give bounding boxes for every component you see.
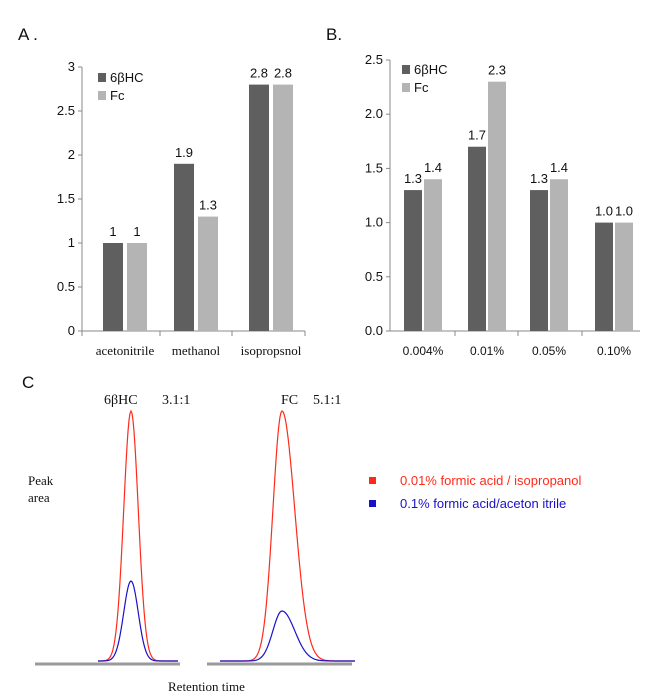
data-label: 1 bbox=[133, 224, 140, 239]
chart-c-peak-2-ratio: 5.1:1 bbox=[313, 393, 341, 408]
data-label: 2.3 bbox=[488, 63, 506, 78]
chart-c-legend-swatch-red bbox=[369, 477, 376, 484]
chart-b-categories: 0.004% 0.01% 0.05% 0.10% bbox=[403, 344, 632, 358]
data-label: 1.7 bbox=[468, 128, 486, 143]
chart-a-y-ticks: 0 0.5 1 1.5 2 2.5 3 bbox=[57, 59, 82, 338]
chart-c-legend-label-red: 0.01% formic acid / isopropanol bbox=[400, 473, 581, 488]
category-label: acetonitrile bbox=[96, 343, 155, 358]
data-label: 1.3 bbox=[404, 171, 422, 186]
category-label: 0.01% bbox=[470, 344, 504, 358]
chart-a-data-labels: 1 1 1.9 1.3 2.8 2.8 bbox=[109, 66, 292, 239]
chart-a-categories: acetonitrile methanol isopropsnol bbox=[96, 343, 302, 358]
legend-label: Fc bbox=[110, 88, 125, 103]
y-tick-label: 2.0 bbox=[365, 106, 383, 121]
panel-label-c: C bbox=[22, 373, 34, 392]
y-tick-label: 0.5 bbox=[57, 279, 75, 294]
panel-label-b: B. bbox=[326, 25, 342, 44]
category-label: methanol bbox=[172, 343, 221, 358]
data-label: 1 bbox=[109, 224, 116, 239]
chart-c-legend-label-blue: 0.1% formic acid/aceton itrile bbox=[400, 496, 566, 511]
legend-label: 6βHC bbox=[414, 62, 447, 77]
chart-b-legend: 6βHC Fc bbox=[402, 62, 447, 95]
y-tick-label: 1.5 bbox=[365, 160, 383, 175]
y-tick-label: 0.0 bbox=[365, 323, 383, 338]
data-label: 1.0 bbox=[595, 204, 613, 219]
data-label: 1.3 bbox=[530, 171, 548, 186]
bar-series-1 bbox=[103, 243, 123, 331]
bar-series-2 bbox=[615, 222, 633, 331]
category-label: 0.004% bbox=[403, 344, 444, 358]
bar-series-1 bbox=[468, 146, 486, 331]
y-tick-label: 2.5 bbox=[57, 103, 75, 118]
chart-b: 0.0 0.5 1.0 1.5 2.0 2.5 0.004% 0.01% 0.05% 0.10%… bbox=[365, 52, 640, 358]
y-tick-label: 1 bbox=[68, 235, 75, 250]
y-tick-label: 2 bbox=[68, 147, 75, 162]
data-label: 1.9 bbox=[175, 145, 193, 160]
legend-swatch bbox=[402, 83, 410, 92]
trace-series-2-peak-1 bbox=[98, 580, 178, 662]
data-label: 1.0 bbox=[615, 204, 633, 219]
category-label: 0.05% bbox=[532, 344, 566, 358]
chart-a: 0 0.5 1 1.5 2 2.5 3 acetonitrile methanol isopro… bbox=[57, 59, 306, 358]
chart-b-y-ticks: 0.0 0.5 1.0 1.5 2.0 2.5 bbox=[365, 52, 390, 338]
chart-c-ylabel-line-2: area bbox=[28, 490, 50, 505]
data-label: 1.4 bbox=[550, 160, 568, 175]
chart-b-bars bbox=[404, 81, 633, 332]
bar-series-1 bbox=[595, 222, 613, 331]
bar-series-1 bbox=[174, 163, 194, 331]
chart-c-peak-2-name: FC bbox=[281, 393, 298, 408]
chart-c-ylabel-line-1: Peak bbox=[28, 473, 54, 488]
trace-series-1-peak-1 bbox=[98, 409, 178, 662]
bar-series-2 bbox=[424, 179, 442, 331]
panel-label-a: A . bbox=[18, 25, 38, 44]
data-label: 1.4 bbox=[424, 160, 442, 175]
bar-series-2 bbox=[488, 81, 506, 332]
y-tick-label: 1.5 bbox=[57, 191, 75, 206]
chart-c-traces bbox=[98, 409, 355, 662]
y-tick-label: 0.5 bbox=[365, 269, 383, 284]
legend-label: 6βHC bbox=[110, 70, 143, 85]
chart-c-xlabel: Retention time bbox=[168, 679, 245, 694]
chart-a-legend: 6βHC Fc bbox=[98, 70, 143, 103]
bar-series-1 bbox=[404, 190, 422, 331]
chart-c: Peak area 6βHC 3.1:1 FC 5.1:1 Retention … bbox=[28, 393, 581, 694]
bar-series-2 bbox=[550, 179, 568, 331]
legend-label: Fc bbox=[414, 80, 429, 95]
legend-swatch bbox=[98, 73, 106, 82]
chart-b-data-labels: 1.31.41.72.31.31.41.0 1.0 bbox=[404, 63, 633, 219]
chart-c-legend-swatch-blue bbox=[369, 500, 376, 507]
y-tick-label: 0 bbox=[68, 323, 75, 338]
legend-swatch bbox=[98, 91, 106, 100]
bar-series-2 bbox=[127, 243, 147, 331]
category-label: isopropsnol bbox=[241, 343, 302, 358]
chart-c-peak-1-ratio: 3.1:1 bbox=[162, 393, 190, 408]
bar-series-1 bbox=[249, 84, 269, 331]
y-tick-label: 3 bbox=[68, 59, 75, 74]
y-tick-label: 2.5 bbox=[365, 52, 383, 67]
chart-c-peak-1-name: 6βHC bbox=[104, 393, 138, 408]
legend-swatch bbox=[402, 65, 410, 74]
data-label: 2.8 bbox=[274, 66, 292, 81]
category-label: 0.10% bbox=[597, 344, 631, 358]
bar-series-1 bbox=[530, 190, 548, 331]
chart-a-bars bbox=[103, 84, 293, 331]
bar-series-2 bbox=[198, 216, 218, 331]
data-label: 1.3 bbox=[199, 198, 217, 213]
y-tick-label: 1.0 bbox=[365, 215, 383, 230]
trace-series-2-peak-2 bbox=[220, 610, 355, 662]
data-label: 2.8 bbox=[250, 66, 268, 81]
trace-series-1-peak-2 bbox=[220, 410, 355, 662]
bar-series-2 bbox=[273, 84, 293, 331]
